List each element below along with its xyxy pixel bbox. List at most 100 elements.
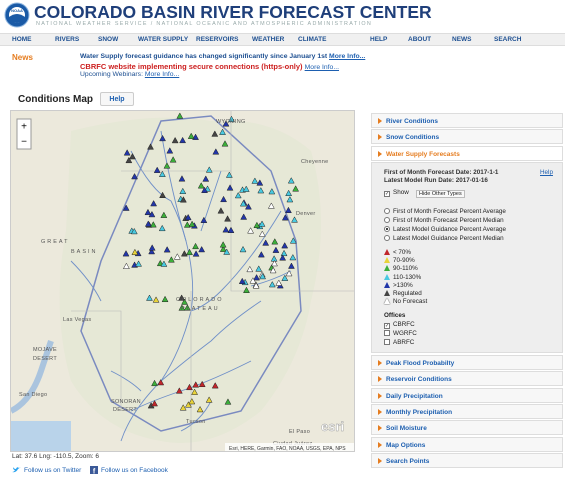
station-marker[interactable] (281, 274, 289, 281)
station-marker[interactable] (167, 256, 175, 263)
nav-item[interactable]: HOME (12, 36, 32, 43)
news-link[interactable]: More Info... (329, 53, 366, 60)
station-marker[interactable] (171, 136, 179, 144)
station-marker[interactable] (179, 136, 187, 144)
station-marker[interactable] (169, 156, 177, 163)
station-marker[interactable] (179, 196, 187, 203)
panel-help[interactable]: Help (540, 169, 553, 176)
station-marker[interactable] (188, 397, 196, 405)
station-marker[interactable] (220, 195, 227, 203)
station-marker[interactable] (219, 128, 226, 135)
radio-option[interactable]: First of Month Forecast Percent Average (384, 208, 506, 215)
station-marker[interactable] (286, 196, 294, 203)
station-marker[interactable] (122, 204, 130, 211)
accordion-item[interactable]: Peak Flood Probabilty (371, 355, 563, 370)
nav-item[interactable]: CLIMATE (298, 36, 327, 43)
station-marker[interactable] (228, 115, 235, 123)
station-marker[interactable] (246, 265, 254, 273)
nav-item[interactable]: RIVERS (55, 36, 80, 43)
station-marker[interactable] (262, 239, 270, 246)
station-marker[interactable] (275, 279, 283, 286)
station-marker[interactable] (144, 208, 152, 216)
station-marker[interactable] (179, 187, 187, 194)
station-marker[interactable] (180, 250, 188, 257)
station-marker[interactable] (239, 245, 247, 253)
station-marker[interactable] (211, 130, 219, 137)
station-marker[interactable] (198, 245, 206, 253)
station-marker[interactable] (212, 148, 220, 155)
station-marker[interactable] (188, 220, 196, 227)
station-marker[interactable] (271, 259, 278, 267)
station-marker[interactable] (178, 175, 186, 182)
station-marker[interactable] (222, 120, 230, 127)
twitter-link[interactable]: Follow us on Twitter (24, 467, 82, 474)
station-marker[interactable] (245, 203, 252, 210)
station-marker[interactable] (238, 277, 246, 284)
station-marker[interactable] (285, 189, 293, 197)
station-marker[interactable] (251, 177, 259, 184)
station-marker[interactable] (131, 248, 139, 256)
station-marker[interactable] (178, 294, 186, 301)
station-marker[interactable] (122, 262, 130, 269)
radio-option[interactable]: Latest Model Guidance Percent Median (384, 235, 504, 242)
station-marker[interactable] (205, 396, 213, 403)
station-marker[interactable] (289, 253, 297, 261)
station-marker[interactable] (224, 215, 231, 222)
nav-item[interactable]: SEARCH (494, 36, 522, 43)
accordion-item[interactable]: Reservoir Conditions (371, 371, 563, 387)
station-marker[interactable] (149, 221, 157, 228)
station-marker[interactable] (192, 242, 199, 250)
facebook-link[interactable]: Follow us on Facebook (101, 467, 168, 474)
station-marker[interactable] (158, 170, 166, 177)
station-marker[interactable] (221, 140, 229, 147)
nav-item[interactable]: HELP (370, 36, 388, 43)
nav-item[interactable]: WEATHER (252, 36, 285, 43)
station-marker[interactable] (176, 112, 184, 119)
station-marker[interactable] (239, 200, 247, 207)
twitter-icon[interactable] (12, 466, 21, 474)
nav-item[interactable]: WATER SUPPLY (138, 36, 189, 43)
accordion-item[interactable]: Daily Precipitation (371, 387, 563, 403)
station-marker[interactable] (258, 230, 266, 237)
station-marker[interactable] (257, 187, 265, 194)
station-marker[interactable] (183, 304, 191, 311)
station-marker[interactable] (148, 247, 156, 255)
station-marker[interactable] (147, 143, 154, 150)
station-marker[interactable] (243, 286, 250, 293)
station-marker[interactable] (184, 213, 192, 221)
station-marker[interactable] (185, 401, 192, 408)
station-marker[interactable] (291, 216, 298, 223)
station-marker[interactable] (287, 177, 295, 184)
station-marker[interactable] (166, 147, 174, 154)
station-marker[interactable] (130, 227, 138, 235)
station-marker[interactable] (211, 382, 219, 389)
station-marker[interactable] (288, 262, 295, 269)
station-marker[interactable] (200, 216, 208, 223)
station-marker[interactable] (269, 266, 277, 274)
station-marker[interactable] (151, 400, 158, 407)
station-marker[interactable] (159, 134, 166, 142)
station-marker[interactable] (160, 211, 168, 218)
station-marker[interactable] (219, 245, 227, 252)
station-marker[interactable] (131, 172, 138, 180)
station-marker[interactable] (234, 191, 242, 199)
show-toggle[interactable]: ✓ Show (384, 189, 409, 197)
station-marker[interactable] (242, 185, 250, 192)
station-marker[interactable] (186, 248, 193, 256)
accordion-item[interactable]: Snow Conditions (371, 129, 563, 144)
station-marker[interactable] (285, 269, 293, 277)
accordion-item[interactable]: Search Points (371, 452, 563, 468)
station-marker[interactable] (258, 220, 266, 227)
station-marker[interactable] (186, 383, 193, 391)
station-marker[interactable] (123, 149, 131, 156)
station-marker[interactable] (292, 185, 300, 192)
station-marker[interactable] (279, 254, 287, 261)
zoom-in[interactable]: + (21, 122, 27, 133)
station-marker[interactable] (247, 227, 255, 234)
station-marker[interactable] (285, 206, 292, 214)
station-marker[interactable] (223, 248, 231, 255)
station-marker[interactable] (255, 265, 263, 272)
station-marker[interactable] (158, 224, 166, 232)
station-marker[interactable] (202, 175, 210, 182)
